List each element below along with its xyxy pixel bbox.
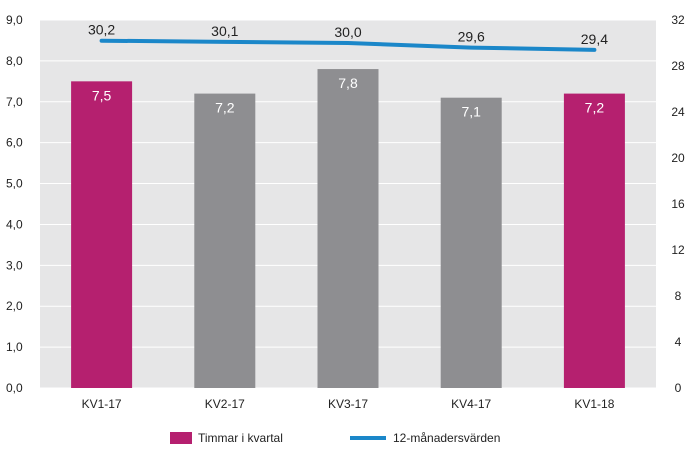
right-axis-tick-label: 28 (671, 59, 685, 73)
left-axis-tick-label: 2,0 (6, 299, 23, 313)
legend-label-bars: Timmar i kvartal (198, 431, 283, 445)
category-label: KV1-18 (574, 397, 614, 411)
legend: Timmar i kvartal 12-månadersvärden (170, 431, 500, 445)
right-axis-tick-label: 32 (671, 13, 685, 27)
bar (317, 69, 379, 389)
left-axis-tick-label: 4,0 (6, 217, 23, 231)
left-axis-ticks: 0,0 1,0 2,0 3,0 4,0 5,0 6,0 7,0 8,0 9,0 (6, 13, 23, 395)
left-axis-tick-label: 7,0 (6, 95, 23, 109)
bar-value-label: 7,2 (215, 100, 235, 116)
bar (440, 97, 502, 388)
left-axis-tick-label: 8,0 (6, 54, 23, 68)
right-axis-tick-label: 20 (671, 151, 685, 165)
right-axis-tick-label: 24 (671, 105, 685, 119)
right-axis-tick-label: 8 (675, 289, 682, 303)
left-axis-tick-label: 9,0 (6, 13, 23, 27)
left-axis-tick-label: 1,0 (6, 340, 23, 354)
right-axis-tick-label: 12 (671, 243, 685, 257)
left-axis-tick-label: 0,0 (6, 381, 23, 395)
category-labels: KV1-17 KV2-17 KV3-17 KV4-17 KV1-18 (82, 397, 615, 411)
category-label: KV2-17 (205, 397, 245, 411)
bar-value-label: 7,2 (585, 100, 605, 116)
bar (194, 93, 256, 388)
category-label: KV4-17 (451, 397, 491, 411)
bars (71, 69, 625, 389)
line-path (99, 38, 597, 52)
category-label: KV3-17 (328, 397, 368, 411)
line-value-label: 30,1 (211, 23, 238, 39)
bar-value-label: 7,8 (338, 75, 358, 91)
bar-value-label: 7,1 (461, 104, 481, 120)
right-axis-tick-label: 16 (671, 197, 685, 211)
left-axis-tick-label: 5,0 (6, 177, 23, 191)
legend-swatch-bars (170, 432, 192, 444)
bar-value-labels: 7,5 7,2 7,8 7,1 7,2 (92, 75, 604, 120)
line-value-labels: 30,2 30,1 30,0 29,6 29,4 (88, 22, 608, 47)
line-series (99, 38, 597, 52)
category-label: KV1-17 (82, 397, 122, 411)
left-axis-tick-label: 3,0 (6, 258, 23, 272)
line-value-label: 30,2 (88, 22, 115, 38)
bar (563, 93, 625, 388)
right-axis-tick-label: 4 (675, 335, 682, 349)
legend-swatch-line (350, 436, 386, 440)
line-value-label: 29,6 (458, 29, 485, 45)
bar (71, 81, 133, 388)
legend-label-line: 12-månadersvärden (393, 431, 500, 445)
line-value-label: 30,0 (334, 24, 361, 40)
right-axis-ticks: 0 4 8 12 16 20 24 28 32 (671, 13, 685, 395)
left-axis-tick-label: 6,0 (6, 136, 23, 150)
right-axis-tick-label: 0 (675, 381, 682, 395)
line-value-label: 29,4 (581, 31, 608, 47)
bar-value-label: 7,5 (92, 87, 112, 103)
